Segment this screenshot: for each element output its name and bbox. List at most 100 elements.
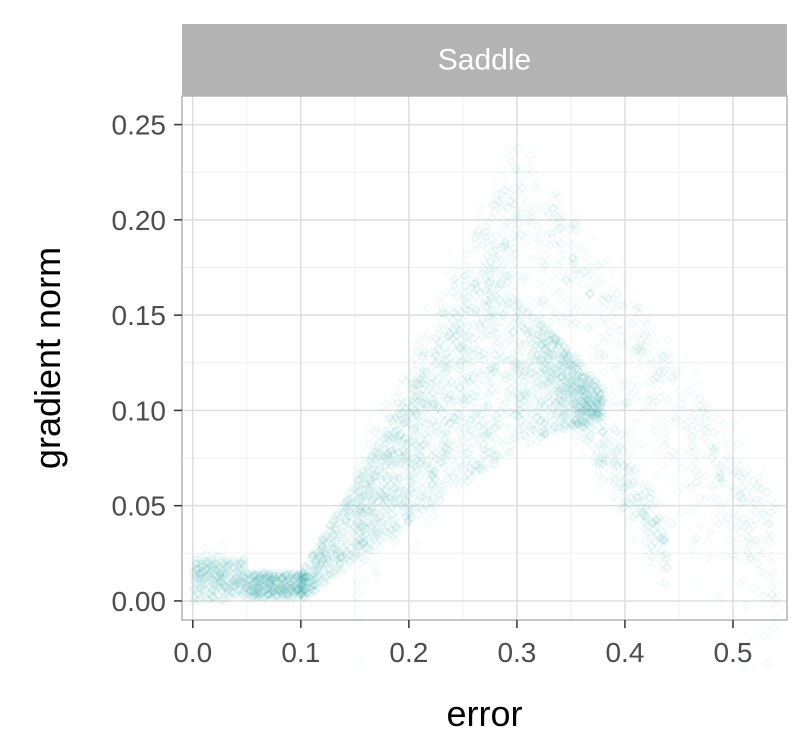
scatter-point (355, 503, 365, 514)
scatter-point (208, 584, 219, 595)
scatter-point (577, 372, 588, 383)
scatter-point (393, 409, 404, 420)
scatter-point (321, 572, 331, 583)
scatter-point (211, 572, 221, 583)
scatter-point (316, 543, 327, 554)
scatter-point (242, 582, 253, 593)
scatter-point (462, 345, 473, 355)
scatter-point (390, 413, 401, 424)
scatter-point (290, 588, 301, 599)
scatter-point (582, 408, 592, 418)
scatter-point (254, 573, 264, 583)
scatter-point (403, 509, 414, 520)
scatter-point (281, 588, 292, 599)
scatter-point (371, 455, 382, 466)
scatter-point (536, 369, 547, 380)
scatter-point (325, 551, 336, 562)
scatter-point (192, 566, 203, 576)
scatter-point (323, 543, 334, 554)
scatter-point (251, 588, 262, 599)
scatter-point (259, 572, 270, 582)
scatter-point (559, 346, 570, 357)
scatter-point (277, 583, 287, 594)
scatter-point (439, 402, 450, 413)
scatter-point (489, 451, 500, 462)
scatter-point (514, 405, 525, 416)
scatter-point (370, 490, 380, 501)
scatter-point (475, 458, 486, 469)
scatter-point (469, 397, 479, 407)
scatter-point (515, 321, 526, 331)
scatter-point (579, 416, 590, 427)
scatter-point (229, 567, 239, 578)
scatter-point (507, 260, 518, 271)
scatter-point (346, 497, 356, 508)
scatter-point (196, 568, 207, 578)
scatter-point (217, 585, 227, 596)
scatter-point (558, 424, 569, 435)
scatter-point (381, 433, 392, 444)
scatter-point (246, 567, 257, 578)
scatter-point (361, 529, 371, 539)
scatter-point (296, 581, 307, 592)
scatter-point (263, 590, 274, 600)
scatter-point (423, 419, 433, 430)
scatter-point (279, 580, 289, 591)
scatter-point (254, 588, 265, 598)
scatter-point (271, 590, 281, 600)
scatter-point (357, 502, 367, 512)
scatter-point (359, 537, 370, 547)
scatter-point (502, 435, 513, 446)
scatter-point (200, 572, 211, 582)
scatter-points (187, 141, 781, 671)
scatter-point (254, 573, 265, 583)
scatter-point (440, 377, 450, 387)
scatter-point (415, 451, 425, 462)
scatter-point (264, 586, 274, 596)
scatter-point (428, 471, 438, 481)
scatter-point (430, 465, 441, 476)
scatter-point (298, 567, 309, 578)
scatter-point (526, 349, 536, 360)
scatter-point (384, 433, 395, 443)
scatter-point (199, 543, 210, 554)
scatter-point (411, 414, 422, 424)
scatter-point (261, 575, 272, 586)
scatter-point (239, 560, 250, 571)
scatter-point (421, 367, 432, 378)
scatter-point (342, 539, 352, 550)
scatter-point (264, 584, 275, 594)
scatter-point (428, 398, 438, 409)
scatter-point (429, 466, 440, 477)
scatter-point (291, 581, 302, 592)
scatter-point (203, 558, 214, 568)
scatter-point (592, 413, 603, 423)
scatter-point (306, 581, 317, 592)
scatter-point (542, 329, 553, 340)
scatter-point (340, 513, 351, 524)
scatter-point (511, 248, 522, 259)
scatter-point (264, 573, 275, 584)
scatter-point (392, 441, 403, 452)
scatter-point (195, 583, 205, 594)
scatter-point (311, 561, 322, 571)
scatter-point (486, 286, 496, 297)
scatter-point (200, 592, 211, 603)
scatter-point (365, 545, 376, 556)
scatter-point (354, 492, 364, 502)
scatter-point (552, 350, 562, 360)
scatter-point (276, 589, 287, 599)
scatter-point (208, 581, 219, 592)
scatter-point (533, 414, 543, 425)
scatter-point (269, 573, 280, 584)
scatter-point (443, 327, 454, 338)
scatter-point (208, 559, 219, 570)
scatter-point (372, 485, 383, 496)
scatter-point (246, 586, 257, 597)
scatter-point (360, 479, 371, 489)
scatter-point (490, 305, 501, 316)
scatter-point (536, 379, 546, 389)
scatter-point (376, 535, 386, 545)
scatter-point (364, 507, 375, 518)
scatter-point (214, 580, 224, 591)
